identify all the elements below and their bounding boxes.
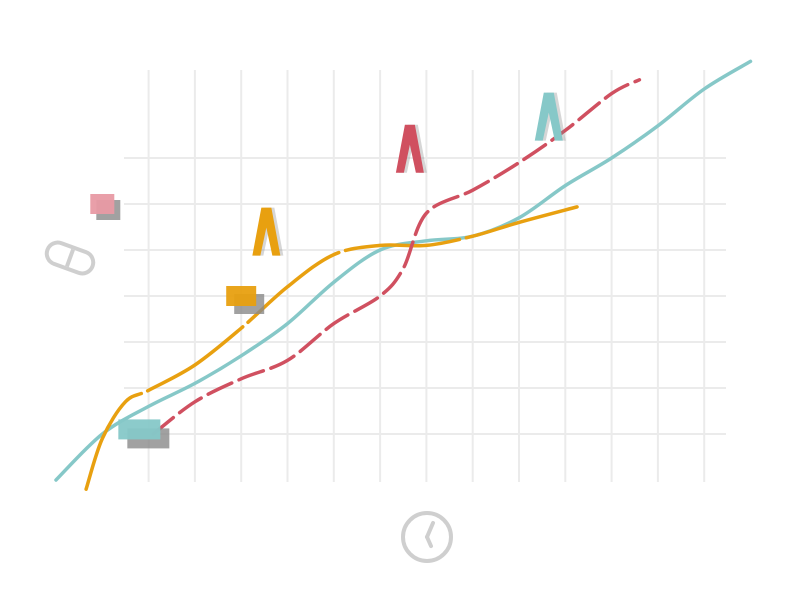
series-layer: [54, 59, 753, 491]
pill-icon: [44, 240, 96, 276]
series-line-3: [151, 78, 642, 436]
marker-rect-small-3: [90, 194, 121, 220]
chart-grid: [124, 70, 726, 482]
marker-rect-wide-1: [118, 419, 170, 449]
clock-icon: [401, 511, 453, 563]
marker-lambda-6: [534, 92, 566, 141]
marker-lambda-5: [395, 124, 427, 173]
series-line-1: [54, 59, 753, 482]
marker-lambda-4: [252, 207, 284, 256]
marker-rect-2: [226, 286, 265, 314]
series-line-2: [84, 204, 581, 491]
marker-layer: [90, 92, 566, 449]
